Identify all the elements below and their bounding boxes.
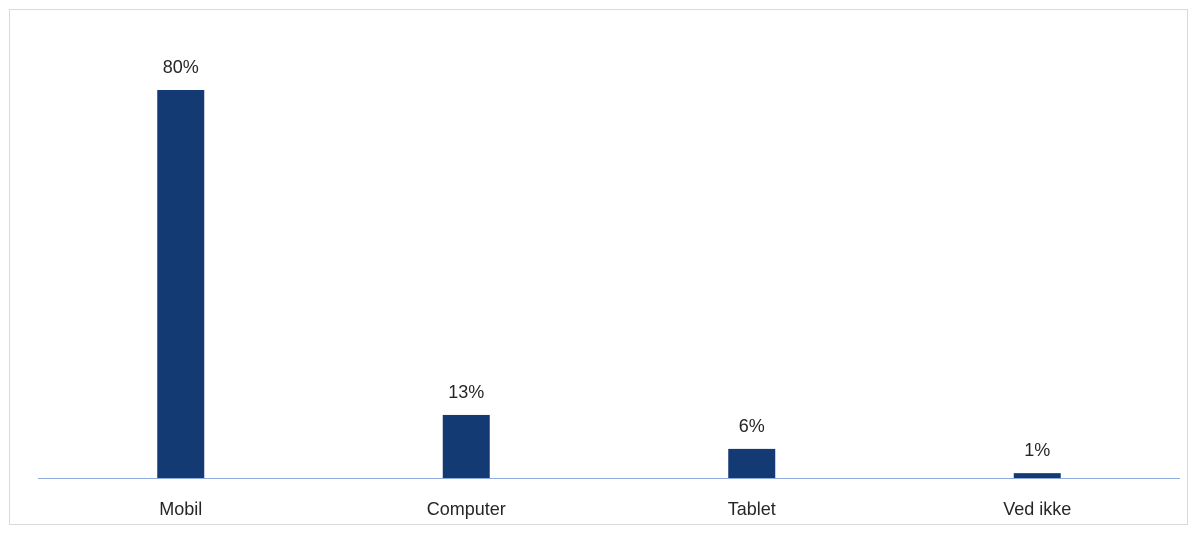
x-tick-label: Ved ikke <box>1003 499 1071 519</box>
data-label: 80% <box>163 57 199 77</box>
chart-frame <box>9 9 1188 525</box>
x-tick-label: Mobil <box>159 499 202 519</box>
x-tick-label: Computer <box>427 499 506 519</box>
x-tick-label: Tablet <box>728 499 776 519</box>
data-label: 13% <box>448 382 484 402</box>
data-labels-group: 80% 13% 6% 1% <box>163 57 1051 460</box>
bar-ved-ikke <box>1013 473 1061 478</box>
bar-mobil <box>157 90 205 478</box>
data-label: 1% <box>1024 440 1050 460</box>
bars-group <box>157 90 1061 478</box>
data-label: 6% <box>739 416 765 436</box>
bar-computer <box>442 414 490 478</box>
tick-labels-group: Mobil Computer Tablet Ved ikke <box>159 499 1071 519</box>
bar-tablet <box>728 448 776 478</box>
